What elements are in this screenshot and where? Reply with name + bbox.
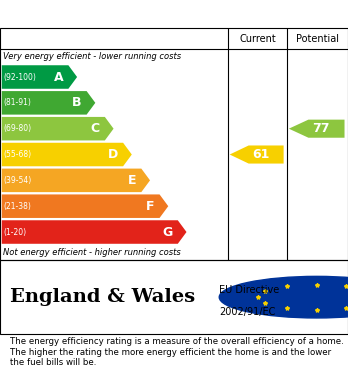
Text: Current: Current — [239, 34, 276, 43]
Text: The energy efficiency rating is a measure of the overall efficiency of a home. T: The energy efficiency rating is a measur… — [10, 337, 344, 367]
Text: D: D — [108, 148, 118, 161]
Circle shape — [219, 276, 348, 318]
Text: (1-20): (1-20) — [3, 228, 26, 237]
Text: Very energy efficient - lower running costs: Very energy efficient - lower running co… — [3, 52, 182, 61]
Polygon shape — [2, 169, 150, 192]
Text: (81-91): (81-91) — [3, 99, 31, 108]
Polygon shape — [289, 120, 345, 138]
Text: (92-100): (92-100) — [3, 72, 36, 81]
Polygon shape — [2, 91, 95, 115]
Text: 61: 61 — [252, 148, 270, 161]
Text: (39-54): (39-54) — [3, 176, 32, 185]
Text: A: A — [54, 70, 63, 84]
Text: (69-80): (69-80) — [3, 124, 32, 133]
Text: F: F — [146, 200, 154, 213]
Text: (21-38): (21-38) — [3, 202, 31, 211]
Text: E: E — [128, 174, 136, 187]
Text: (55-68): (55-68) — [3, 150, 32, 159]
Polygon shape — [2, 65, 77, 89]
Polygon shape — [230, 145, 284, 163]
Text: 2002/91/EC: 2002/91/EC — [219, 307, 276, 317]
Text: 77: 77 — [312, 122, 330, 135]
Text: England & Wales: England & Wales — [10, 288, 196, 306]
Text: Energy Efficiency Rating: Energy Efficiency Rating — [60, 5, 288, 23]
Polygon shape — [2, 220, 187, 244]
Polygon shape — [2, 143, 132, 166]
Text: G: G — [162, 226, 173, 239]
Text: Potential: Potential — [296, 34, 339, 43]
Text: B: B — [72, 96, 81, 109]
Text: EU Directive: EU Directive — [219, 285, 279, 295]
Polygon shape — [2, 194, 168, 218]
Text: C: C — [90, 122, 100, 135]
Polygon shape — [2, 117, 113, 140]
Text: Not energy efficient - higher running costs: Not energy efficient - higher running co… — [3, 248, 181, 257]
